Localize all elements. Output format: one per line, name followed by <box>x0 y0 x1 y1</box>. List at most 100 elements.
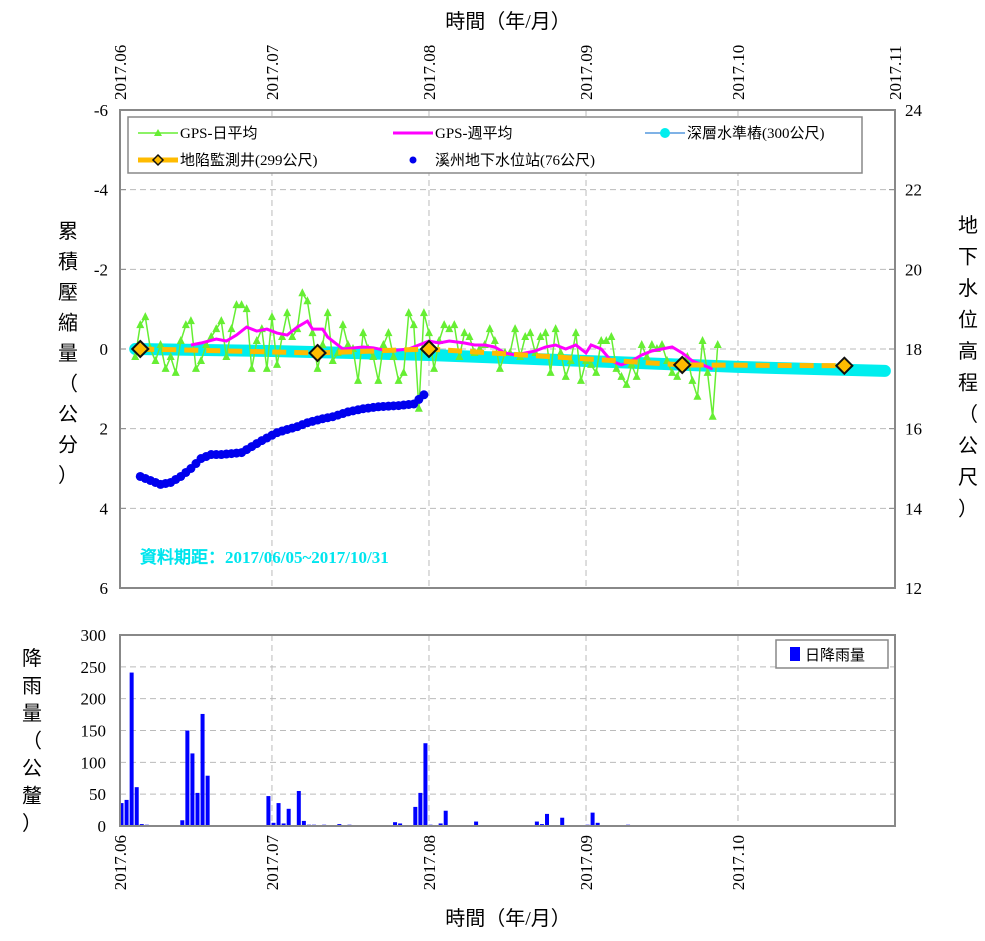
rain-y-tick-label: 100 <box>81 753 107 772</box>
gps-daily-point <box>202 340 211 349</box>
rain-bar <box>185 730 190 826</box>
data-period-note: 資料期距：2017/06/05~2017/10/31 <box>140 547 389 567</box>
gps-daily-point <box>551 324 560 333</box>
monitoring-well-point <box>672 355 692 375</box>
monitoring-well-point <box>834 356 854 376</box>
rain-bar <box>271 822 276 826</box>
rain-y-tick-label: 250 <box>81 658 107 677</box>
gps-daily-point <box>217 316 226 325</box>
gps-daily-point <box>668 367 677 376</box>
gps-daily-point <box>288 332 297 341</box>
gps-daily-point <box>495 363 504 372</box>
gps-daily-point <box>607 332 616 341</box>
gps-daily-point <box>354 375 363 384</box>
gps-daily-point <box>191 363 200 372</box>
left-y-tick-label: 0 <box>100 340 109 359</box>
rain-bar <box>560 817 565 826</box>
left-y-axis-title-char: 縮 <box>58 312 78 335</box>
rain-y-tick-label: 200 <box>81 690 107 709</box>
gps-daily-point <box>414 403 423 412</box>
gps-daily-point <box>141 312 150 321</box>
left-y-axis-title-char: 壓 <box>58 282 78 304</box>
gps-daily-point <box>222 351 231 360</box>
gps-daily-point <box>308 328 317 337</box>
right-y-tick-label: 22 <box>905 181 922 200</box>
gps-daily-point <box>359 328 368 337</box>
rain-bar <box>276 803 281 826</box>
rain-bar <box>301 820 306 826</box>
top-legend: GPS-日平均 GPS-週平均 深層水準樁(300公尺) 地陷監測井(299公尺) 溪州… <box>127 116 863 174</box>
rain-bar <box>398 823 403 826</box>
right-y-axis-title-char: 位 <box>958 309 978 332</box>
gps-daily-point <box>511 324 520 333</box>
monitoring-well-point <box>308 343 327 363</box>
rain-bar <box>423 743 428 826</box>
gps-daily-point <box>384 328 393 337</box>
bottom-grid <box>120 635 895 826</box>
right-y-tick-label: 14 <box>905 499 923 518</box>
gps-daily-point <box>587 359 596 368</box>
left-y-axis-title-char: 公 <box>58 404 78 426</box>
right-y-axis-title-char: 公 <box>958 436 978 458</box>
gps-daily-point <box>328 355 337 364</box>
gps-daily-point <box>262 363 271 372</box>
gps-daily-point <box>166 351 175 360</box>
bottom-x-axis-title: 時間（年/月） <box>445 907 571 930</box>
legend-circle-icon <box>660 128 670 138</box>
right-y-axis-title-char: 下 <box>958 247 978 269</box>
gps-daily-point <box>698 336 707 345</box>
gps-daily-point <box>404 308 413 317</box>
gps-daily-point <box>460 328 469 337</box>
gps-daily-point <box>136 320 145 329</box>
legend-dot-icon <box>409 156 417 164</box>
top-x-axis-title: 時間（年/月） <box>445 10 571 33</box>
gps-daily-point <box>232 300 241 309</box>
gps-daily-point <box>207 332 216 341</box>
rain-y-axis-title-char: 公 <box>22 758 42 780</box>
rain-bar <box>545 813 550 826</box>
gps-daily-point <box>526 328 535 337</box>
rain-bar <box>281 823 286 826</box>
bottom-legend: 日降雨量 <box>775 639 889 669</box>
gps-daily-point <box>156 340 165 349</box>
rain-bar <box>595 822 600 826</box>
bottom-x-tick-label: 2017.10 <box>729 835 748 890</box>
bottom-x-tick-label: 2017.08 <box>420 835 439 890</box>
right-y-axis-title-char: 地 <box>958 214 978 237</box>
gps-daily-point <box>657 340 666 349</box>
gps-daily-point <box>323 308 332 317</box>
rain-y-axis-title-char: 釐 <box>22 785 42 808</box>
legend-triangle-icon <box>154 129 162 136</box>
legend-label: 深層水準樁(300公尺) <box>687 125 825 142</box>
gps-daily-point <box>338 320 347 329</box>
rain-bar <box>418 792 423 826</box>
right-y-axis-title-char: 程 <box>958 372 978 395</box>
rain-bar <box>195 792 200 826</box>
gps-daily-point <box>642 351 651 360</box>
left-y-tick-label: 4 <box>100 499 109 518</box>
legend-label: GPS-日平均 <box>180 125 258 142</box>
right-y-axis-title-char: ） <box>958 498 978 521</box>
rain-bar <box>534 821 539 826</box>
left-y-tick-label: -6 <box>94 101 108 120</box>
right-y-tick-label: 12 <box>905 579 922 598</box>
gps-daily-point <box>267 312 276 321</box>
top-x-tick-label: 2017.10 <box>729 45 748 100</box>
legend-box <box>127 116 863 174</box>
gps-daily-point <box>617 371 626 380</box>
right-y-axis-title-char: （ <box>958 403 978 426</box>
rain-y-axis-title-char: 降 <box>22 647 42 670</box>
gps-daily-point <box>602 336 611 345</box>
top-series <box>129 288 891 489</box>
gps-daily-point <box>632 371 641 380</box>
legend-label: 溪州地下水位站(76公尺) <box>435 152 595 169</box>
rain-legend-label: 日降雨量 <box>805 647 865 664</box>
gps-daily-point <box>171 367 180 376</box>
gps-daily-point <box>273 359 282 368</box>
gps-daily-point <box>151 355 160 364</box>
rain-bar <box>129 672 134 826</box>
left-y-tick-label: 2 <box>100 420 109 439</box>
monitoring-well-point <box>130 339 150 359</box>
